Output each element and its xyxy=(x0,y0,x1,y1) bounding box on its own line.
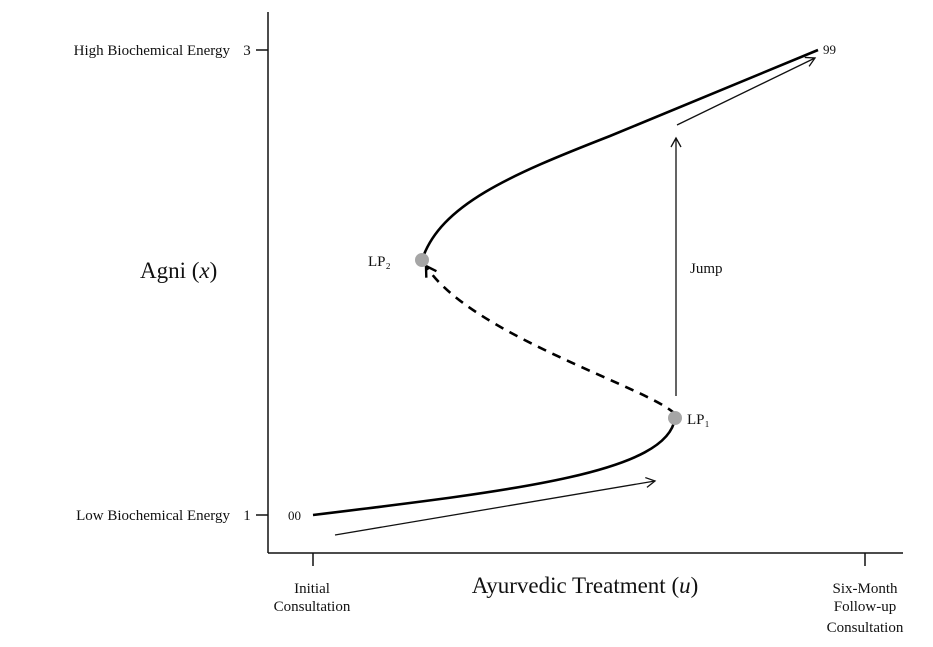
jump-label: Jump xyxy=(690,261,723,277)
start-point-label: 00 xyxy=(288,508,301,523)
lower-direction-arrow xyxy=(334,476,657,536)
y-low-label: Low Biochemical Energy xyxy=(76,508,230,524)
x-end-label-line2: Follow-up xyxy=(834,599,897,615)
lower-stable-branch xyxy=(312,417,677,517)
x-start-label-line2: Consultation xyxy=(274,599,351,615)
y-axis-title: Agni (x) xyxy=(140,258,217,283)
lp1-label: LP₁ xyxy=(687,412,710,428)
x-end-label-line1: Six-Month xyxy=(832,581,898,597)
y-high-label: High Biochemical Energy xyxy=(74,43,231,59)
limit-point-1 xyxy=(668,411,682,425)
x-axis-title: Ayurvedic Treatment (u) xyxy=(472,573,699,598)
end-point-label: 99 xyxy=(823,42,836,57)
upper-stable-branch xyxy=(420,48,819,261)
y-low-value: 1 xyxy=(243,508,251,524)
x-end-label-line3: Consultation xyxy=(827,620,904,636)
limit-point-2 xyxy=(415,253,429,267)
y-high-value: 3 xyxy=(243,43,251,59)
x-start-label-line1: Initial xyxy=(294,581,330,597)
upper-direction-arrow xyxy=(676,56,817,126)
lp2-label: LP₂ xyxy=(368,254,391,270)
unstable-branch-dashed xyxy=(426,266,676,415)
